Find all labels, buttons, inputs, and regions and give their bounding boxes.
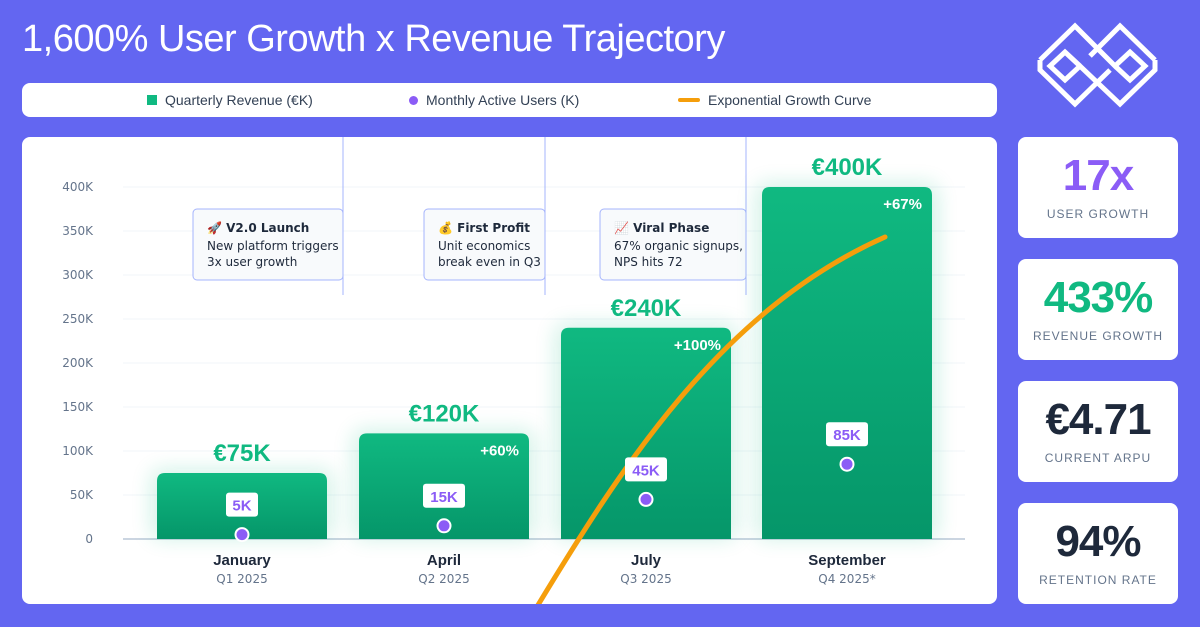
x-tick-label: January	[213, 552, 271, 569]
revenue-value-label: €120K	[409, 400, 480, 427]
stat-label: USER GROWTH	[1046, 207, 1150, 221]
stat-label: RETENTION RATE	[1039, 573, 1157, 587]
users-label-box	[826, 422, 868, 447]
stat-card-user-growth: 17x USER GROWTH	[1018, 137, 1178, 238]
growth-label: +60%	[480, 442, 519, 459]
annotation-text: New platform triggers	[207, 239, 339, 253]
stat-label: CURRENT ARPU	[1044, 451, 1152, 465]
users-value-label: 15K	[430, 489, 458, 506]
x-tick-label: April	[427, 552, 461, 569]
users-point	[839, 456, 855, 472]
users-point	[638, 491, 654, 507]
stat-card-retention: 94% RETENTION RATE	[1018, 503, 1178, 604]
y-tick-label: 50K	[70, 488, 94, 502]
y-tick-label: 100K	[62, 444, 94, 458]
chart-card: 0 50K 100K 150K 200K 250K 300K 350K 400K 🚀 V2.0 L…	[22, 137, 997, 604]
legend-item-users: Monthly Active Users (K)	[409, 92, 579, 108]
users-label-box	[423, 483, 465, 508]
annotation-title: 💰 First Profit	[438, 221, 530, 235]
annotation-text: NPS hits 72	[614, 255, 683, 269]
growth-label: +100%	[674, 337, 721, 354]
y-tick-label: 300K	[62, 268, 94, 282]
annotation-title: 📈 Viral Phase	[614, 221, 709, 235]
x-tick-sublabel: Q4 2025*	[818, 572, 875, 586]
x-tick-sublabel: Q2 2025	[418, 572, 469, 586]
y-tick-label: 350K	[62, 224, 94, 238]
stat-value: 433%	[1043, 273, 1154, 322]
annotation-text: 67% organic signups,	[614, 239, 743, 253]
stat-value: €4.71	[1045, 395, 1151, 444]
users-value-label: 5K	[232, 498, 251, 515]
revenue-bar	[762, 187, 932, 539]
annotation-box	[599, 208, 747, 281]
revenue-bar	[561, 327, 731, 539]
legend-label: Quarterly Revenue (€K)	[165, 92, 313, 108]
orange-line-icon	[678, 98, 700, 102]
users-label-box	[625, 457, 667, 482]
annotation-text: Unit economics	[438, 239, 530, 253]
legend-label: Monthly Active Users (K)	[426, 92, 580, 108]
revenue-value-label: €400K	[812, 154, 883, 181]
legend-item-revenue: Quarterly Revenue (€K)	[147, 92, 313, 108]
x-tick-sublabel: Q3 2025	[620, 572, 671, 586]
users-point	[234, 527, 250, 543]
stat-label: REVENUE GROWTH	[1032, 329, 1163, 343]
y-tick-label: 200K	[62, 356, 94, 370]
legend-item-curve: Exponential Growth Curve	[678, 92, 871, 108]
x-tick-sublabel: Q1 2025	[216, 572, 267, 586]
stat-value: 17x	[1062, 151, 1134, 200]
y-tick-label: 250K	[62, 312, 94, 326]
stat-card-revenue-growth: 433% REVENUE GROWTH	[1018, 259, 1178, 360]
chart-plot: 0 50K 100K 150K 200K 250K 300K 350K 400K 🚀 V2.0 L…	[62, 137, 965, 604]
stat-card-arpu: €4.71 CURRENT ARPU	[1018, 381, 1178, 482]
green-square-icon	[147, 95, 157, 105]
annotation-box	[192, 208, 344, 281]
stat-value: 94%	[1055, 517, 1141, 566]
revenue-value-label: €240K	[611, 295, 682, 322]
annotation-box	[423, 208, 546, 281]
users-label-box	[226, 492, 258, 517]
y-tick-label: 0	[85, 532, 93, 546]
users-value-label: 85K	[833, 427, 861, 444]
annotation-text: 3x user growth	[207, 255, 297, 269]
growth-label: +67%	[883, 196, 922, 213]
logo-icon	[1037, 22, 1158, 108]
annotation-text: break even in Q3	[438, 255, 541, 269]
x-tick-label: July	[631, 552, 662, 569]
y-tick-label: 150K	[62, 400, 94, 414]
users-point	[436, 518, 452, 534]
page-title: 1,600% User Growth x Revenue Trajectory	[22, 18, 725, 60]
growth-curve	[535, 234, 888, 604]
chart-legend: Quarterly Revenue (€K) Monthly Active Us…	[22, 83, 997, 117]
purple-dot-icon	[409, 95, 418, 105]
x-tick-label: September	[808, 552, 886, 569]
users-value-label: 45K	[632, 462, 660, 479]
y-tick-label: 400K	[62, 180, 94, 194]
legend-label: Exponential Growth Curve	[708, 92, 872, 108]
revenue-value-label: €75K	[213, 440, 271, 467]
annotation-title: 🚀 V2.0 Launch	[207, 221, 309, 235]
